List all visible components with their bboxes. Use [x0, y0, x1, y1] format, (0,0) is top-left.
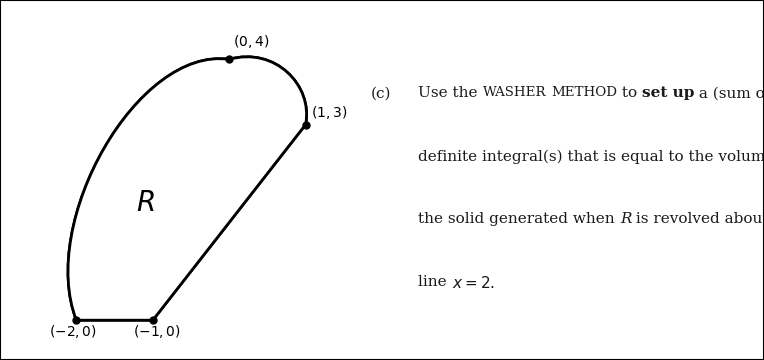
Text: WASHER: WASHER: [483, 86, 546, 99]
Text: a (sum of): a (sum of): [694, 86, 764, 100]
Text: set up: set up: [642, 86, 694, 100]
Text: (c): (c): [371, 86, 391, 100]
Text: $(-2, 0)$: $(-2, 0)$: [49, 323, 96, 340]
Text: Use the: Use the: [419, 86, 483, 100]
Text: line: line: [419, 275, 452, 289]
Text: is revolved about the: is revolved about the: [631, 212, 764, 226]
Text: R: R: [620, 212, 631, 226]
Text: $R$: $R$: [136, 189, 154, 217]
Text: $(-1, 0)$: $(-1, 0)$: [133, 323, 180, 340]
Text: $(0, 4)$: $(0, 4)$: [233, 33, 270, 50]
Text: $x = 2.$: $x = 2.$: [452, 275, 495, 291]
Text: to: to: [617, 86, 642, 100]
PathPatch shape: [68, 57, 306, 320]
Text: definite integral(s) that is equal to the volume of: definite integral(s) that is equal to th…: [419, 149, 764, 164]
Text: the solid generated when: the solid generated when: [419, 212, 620, 226]
Text: $(1, 3)$: $(1, 3)$: [311, 104, 348, 121]
Text: METHOD: METHOD: [551, 86, 617, 99]
